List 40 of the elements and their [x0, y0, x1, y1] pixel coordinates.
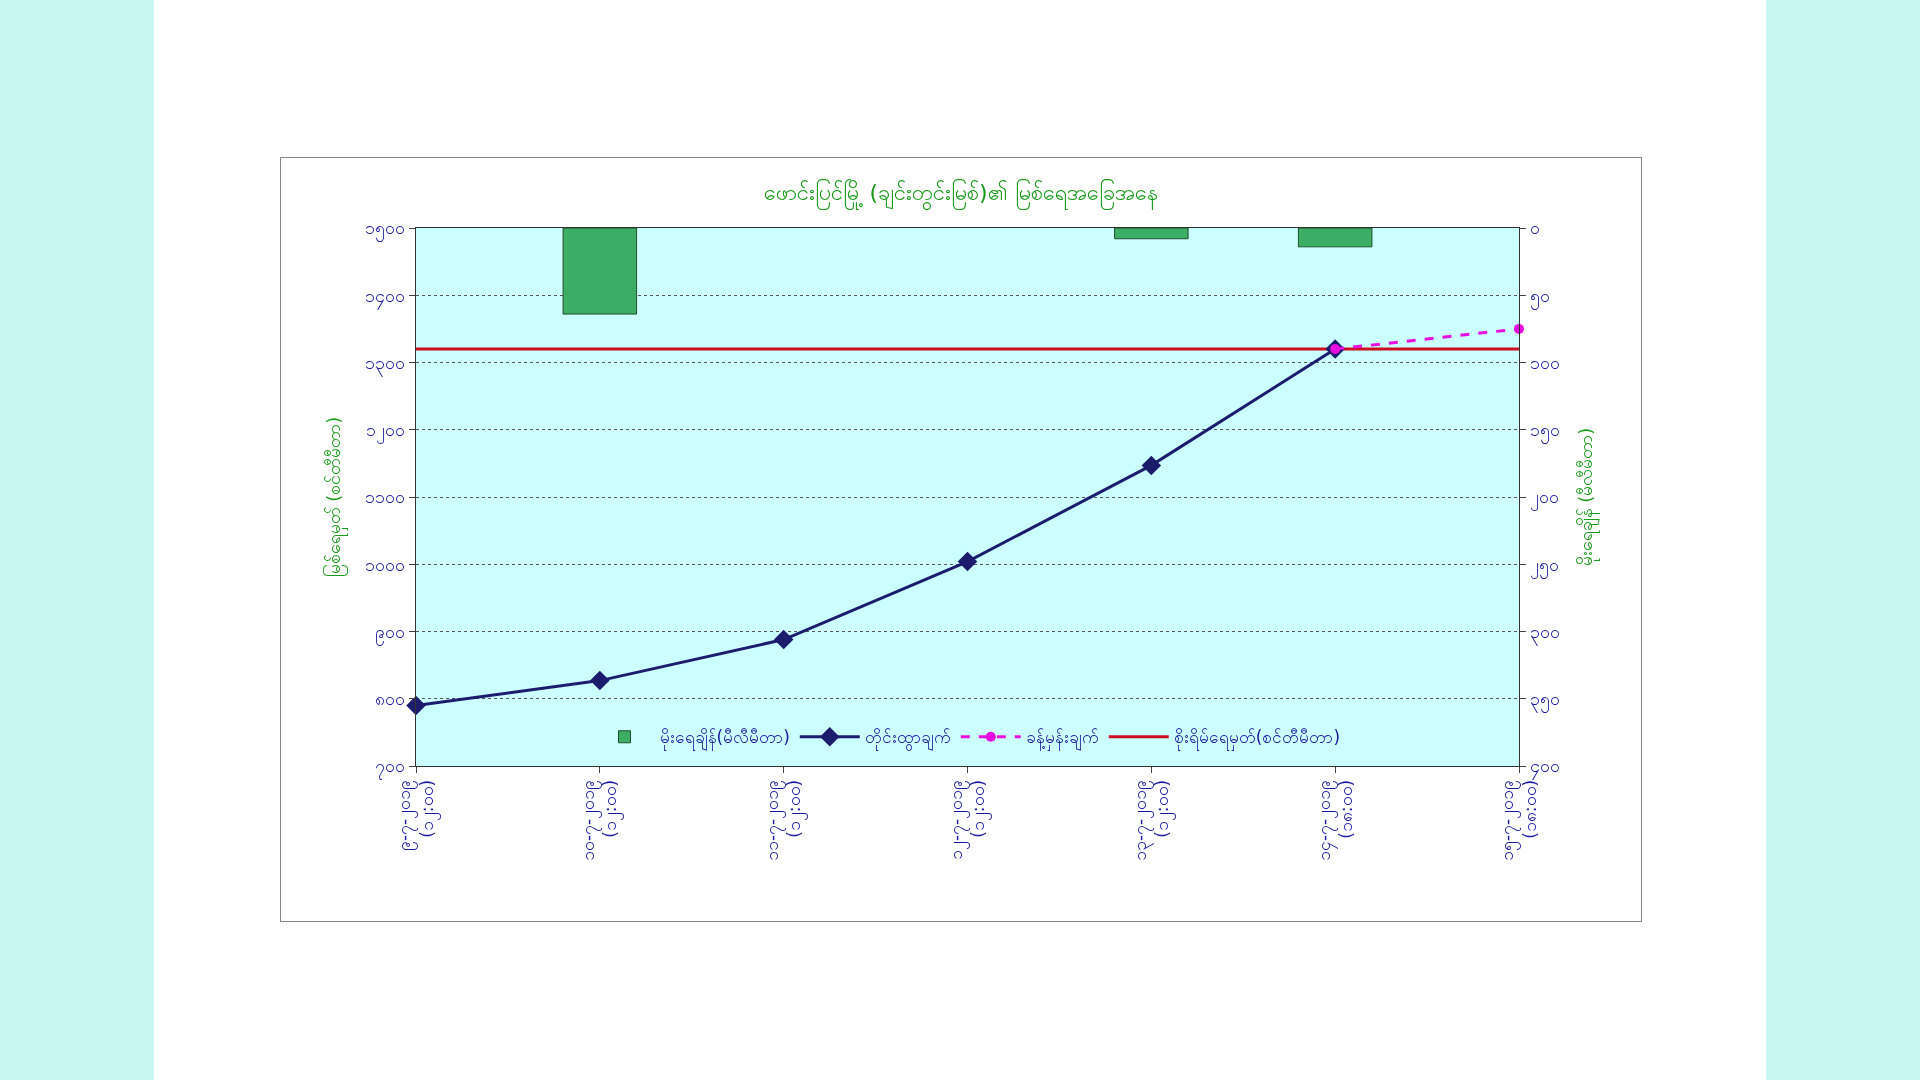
x-tick-label: ၉-၇-၂၀၁၉ (၁၂:၀၀): [394, 779, 441, 852]
y2-tick-label: ၂၀၀: [1529, 486, 1559, 512]
legend-label: စိုးရိမ်ရေမှတ်(စင်တီမီတာ): [1173, 727, 1341, 752]
x-tick-label: ၁၀-၇-၂၀၁၉ (၁၂:၀၀): [578, 779, 625, 862]
point: [1141, 455, 1162, 476]
y-tick-label: ၉၀၀: [375, 620, 406, 646]
y-tick-label: ၈၀၀: [375, 688, 406, 710]
bar: [1114, 228, 1189, 240]
y2-tick-label: ၁၀၀: [1529, 351, 1560, 373]
point: [406, 695, 426, 716]
point: [590, 670, 610, 691]
y2-tick-label: ၅၀: [1529, 284, 1550, 310]
y2-tick-label: ၁၅၀: [1529, 419, 1560, 445]
y2-tick-label: ၃၀၀: [1529, 620, 1560, 646]
x-tick-label: ၁၄-၇-၂၀၁၉ (၁၈:၀၀): [1313, 779, 1356, 862]
point: [957, 551, 978, 572]
y2-axis-title: မိုးရေချိန် (မီလီမီတာ): [1574, 427, 1600, 567]
y2-tick-label: ၃၅၀: [1529, 688, 1560, 714]
y-tick-label: ၁၅၀၀: [365, 217, 406, 243]
x-tick-label: ၁၁-၇-၂၀၁၉ (၁၂:၀၀): [762, 779, 809, 862]
y-tick-label: ၁၁၀၀: [365, 486, 406, 508]
legend-label: တိုင်းထွာချက်: [864, 727, 951, 752]
bar: [1297, 228, 1373, 248]
y-tick-label: ၁၀၀၀: [365, 553, 406, 575]
x-tick-label: ၁၃-၇-၂၀၁၉ (၁၂:၀၀): [1129, 779, 1176, 862]
point: [773, 629, 794, 650]
bar: [562, 228, 638, 315]
y-axis-title: မြစ်ရေမှတ် (စင်တီမီတာ): [322, 416, 348, 578]
y-tick-label: ၁၃၀၀: [365, 351, 406, 377]
y2-tick-label: ၀: [1529, 217, 1540, 239]
chart-title: ဖောင်းပြင်မြို့ (ချင်းတွင်းမြစ်)၏ မြစ်ရေအခြေအနေ: [764, 179, 1158, 212]
y2-tick-label: ၄၀၀: [1529, 755, 1560, 781]
y-tick-label: ၁၄၀၀: [365, 284, 406, 310]
y2-tick-label: ၂၅၀: [1529, 553, 1559, 579]
legend-label: မိုးရေချိန်(မီလီမီတာ): [659, 727, 790, 752]
y-tick-label: ၇၀၀: [375, 755, 406, 781]
x-tick-label: ၁၂-၇-၂၀၁၉ (၁၂:၀၀): [945, 779, 993, 861]
legend-label: ခန့်မှန်းချက်: [1025, 727, 1099, 752]
y-tick-label: ၁၂၀၀: [366, 419, 406, 445]
x-tick-label: ၁၅-၇-၂၀၁၉ (၁၈:၀၀): [1497, 779, 1540, 862]
